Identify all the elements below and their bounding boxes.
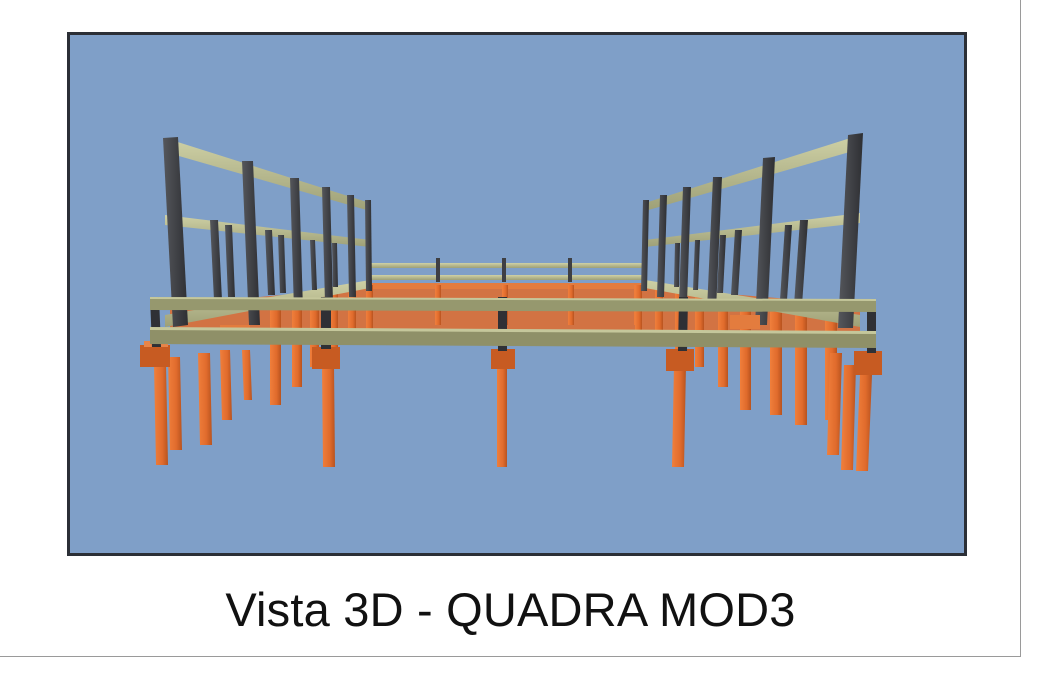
structure-render xyxy=(140,133,882,471)
front-piles xyxy=(154,350,872,471)
slide-frame: Vista 3D - QUADRA MOD3 xyxy=(0,0,1021,657)
front-frame xyxy=(150,297,876,353)
back-beams xyxy=(370,258,645,282)
right-wing-columns xyxy=(641,133,863,328)
left-wing-columns xyxy=(163,137,372,327)
3d-model-view xyxy=(67,32,967,556)
figure-caption: Vista 3D - QUADRA MOD3 xyxy=(225,583,796,636)
